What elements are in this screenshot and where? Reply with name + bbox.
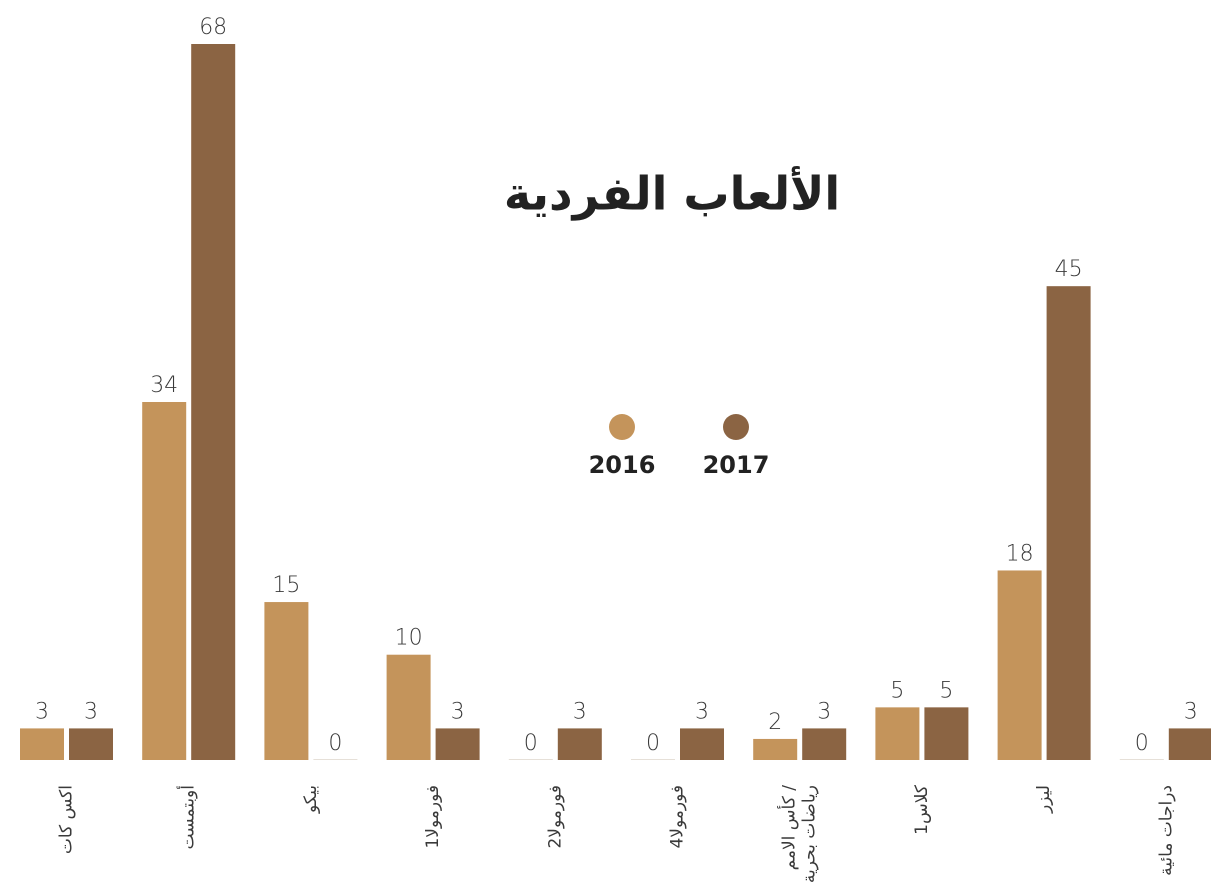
value-label: 0 (524, 731, 538, 756)
x-tick-label: فورمولا1 (423, 785, 443, 849)
x-tick-label: كلاس1 (912, 784, 932, 835)
x-tick-label: اكس كات (57, 785, 77, 854)
bar (435, 728, 480, 760)
x-tick-label: فورمولا4 (668, 785, 688, 849)
bar (508, 759, 553, 760)
value-label: 5 (890, 678, 904, 703)
value-label: 0 (1135, 731, 1149, 756)
bar (753, 738, 798, 760)
value-label: 45 (1055, 257, 1083, 282)
bar (802, 728, 847, 760)
x-tick-label: رياضات بحرية (800, 785, 820, 883)
value-label: 2 (768, 710, 782, 735)
bar (1168, 728, 1211, 760)
value-label: 0 (646, 731, 660, 756)
chart-title: الألعاب الفردية (504, 166, 840, 221)
bar (1119, 759, 1164, 760)
bar (386, 654, 431, 760)
legend-marker (609, 414, 635, 440)
value-label: 3 (84, 699, 98, 724)
x-tick-label: ليزر (1034, 785, 1054, 814)
bar (264, 602, 309, 760)
value-label: 3 (573, 699, 587, 724)
x-tick-label: أوبتمست (177, 785, 199, 849)
value-label: 0 (328, 731, 342, 756)
bar (557, 728, 602, 760)
x-tick-label: بيكو (301, 785, 321, 814)
value-label: 15 (272, 573, 300, 598)
bar (924, 707, 969, 760)
bar (191, 44, 236, 760)
bar (1046, 286, 1091, 760)
value-label: 3 (695, 699, 709, 724)
value-label: 3 (35, 699, 49, 724)
bar (69, 728, 113, 760)
bar (631, 759, 675, 760)
x-tick-label: دراجات مائية (1156, 785, 1176, 876)
legend-label: 2016 (589, 451, 656, 479)
legend-label: 2017 (703, 451, 770, 479)
bar (875, 707, 920, 760)
value-label: 68 (199, 15, 227, 40)
legend-marker (723, 414, 749, 440)
value-label: 3 (817, 699, 831, 724)
bar (142, 402, 187, 760)
value-label: 3 (451, 699, 465, 724)
bar (680, 728, 724, 760)
bar (20, 728, 64, 760)
value-label: 34 (150, 373, 178, 398)
x-tick-label: كأس الامم / (777, 785, 800, 871)
x-tick-label: فورمولا2 (545, 785, 565, 849)
bar (313, 759, 358, 760)
value-label: 18 (1006, 541, 1034, 566)
bar (997, 570, 1042, 760)
value-label: 10 (395, 626, 423, 651)
value-label: 5 (939, 678, 953, 703)
value-label: 3 (1184, 699, 1198, 724)
